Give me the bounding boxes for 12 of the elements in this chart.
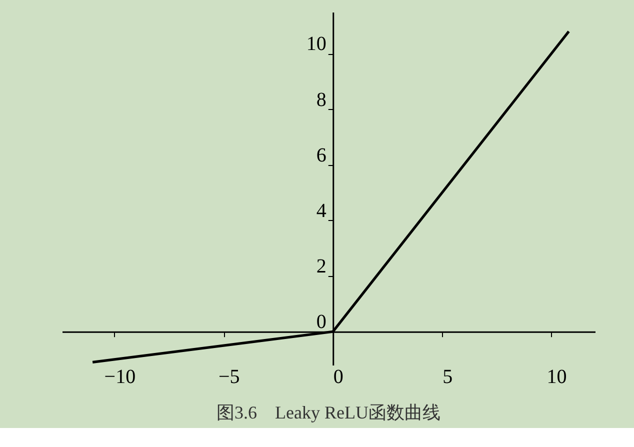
x-tick-label: 5 bbox=[442, 366, 453, 388]
x-tick-label: −5 bbox=[218, 366, 240, 388]
y-tick-label: 8 bbox=[316, 88, 326, 111]
y-tick-label: 4 bbox=[316, 200, 326, 222]
y-tick-label: 2 bbox=[316, 256, 326, 278]
y-tick-label: 6 bbox=[316, 144, 326, 166]
text: 图3.6 Leaky ReLU函数曲线 bbox=[216, 402, 440, 423]
y-tick-label: 10 bbox=[306, 33, 326, 56]
y-tick-label: 0 bbox=[316, 311, 326, 334]
x-tick-label: 10 bbox=[546, 366, 567, 388]
x-tick-label: −10 bbox=[104, 366, 136, 388]
x-tick-label: 0 bbox=[333, 366, 344, 388]
